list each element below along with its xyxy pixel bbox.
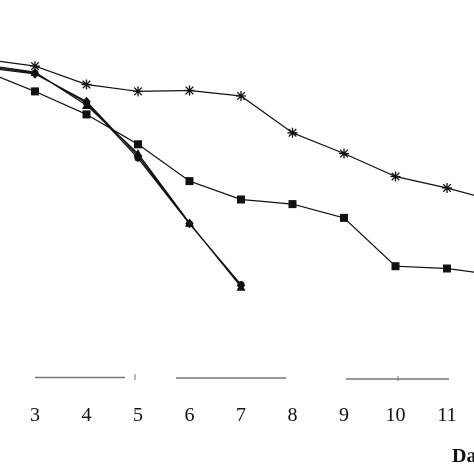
data-point-square [237, 195, 245, 204]
x-tick-label: 9 [339, 404, 349, 426]
x-tick-label: 4 [82, 404, 92, 426]
data-point-asterisk [442, 183, 452, 193]
x-tick-label: 7 [236, 404, 246, 426]
data-point-square [340, 213, 348, 222]
data-point-square [443, 264, 451, 273]
series-lines [0, 60, 474, 288]
x-tick-label: 8 [288, 404, 298, 426]
x-tick-label: 3 [30, 404, 40, 426]
data-point-square [288, 200, 297, 209]
data-point-diamond [30, 69, 40, 79]
data-point-asterisk [184, 85, 195, 96]
data-point-diamond [82, 96, 91, 107]
data-point-asterisk [390, 171, 401, 182]
data-point-square [391, 262, 400, 271]
data-point-asterisk [30, 61, 40, 72]
series-markers [30, 61, 452, 291]
data-point-asterisk [287, 127, 298, 138]
data-point-diamond [133, 151, 143, 161]
x-tick-label: 5 [133, 404, 143, 426]
data-point-square [134, 140, 142, 149]
data-point-square [31, 87, 39, 96]
x-tick-label: 11 [437, 404, 456, 426]
x-tick-label: 6 [185, 404, 195, 426]
series-line-square [0, 76, 474, 273]
series-line-diamond [0, 68, 242, 286]
x-axis-label: Da [452, 445, 474, 467]
data-point-diamond [236, 280, 246, 291]
x-tick-label: 10 [386, 404, 406, 426]
data-point-square [82, 110, 91, 119]
data-point-asterisk [339, 148, 349, 159]
series-line-circle [0, 67, 242, 285]
series-line-triangle [0, 66, 242, 288]
data-point-asterisk [236, 91, 246, 101]
series-line-asterisk [0, 60, 474, 196]
x-axis-layer [35, 374, 449, 381]
x-tick-labels: 3 4 5 6 7 8 9 10 11 [30, 404, 457, 426]
data-point-asterisk [81, 79, 92, 90]
data-point-asterisk [133, 86, 143, 97]
data-point-diamond [185, 218, 194, 229]
data-point-square [185, 177, 194, 186]
